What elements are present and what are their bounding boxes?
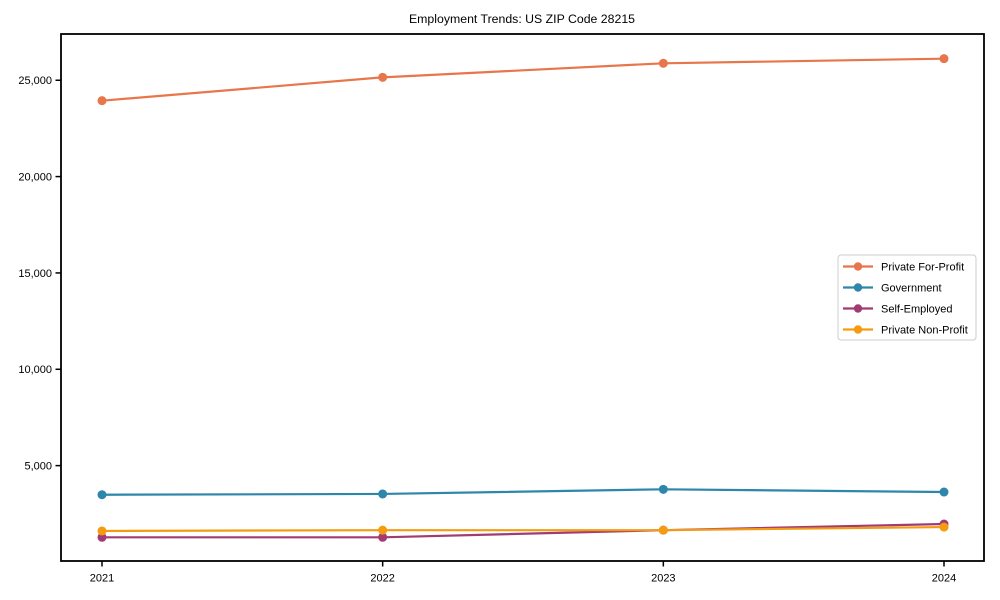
x-tick-label: 2021 [90,573,114,585]
y-tick-label: 5,000 [24,461,52,473]
series-line-government [100,488,946,496]
data-point-marker [658,58,668,68]
legend-sample-marker [853,304,863,313]
data-point-marker [378,525,388,535]
y-tick-label: 10,000 [18,364,52,376]
data-point-marker [97,490,107,500]
y-tick-label: 15,000 [18,268,52,280]
data-point-marker [939,487,949,497]
chart-title: Employment Trends: US ZIP Code 28215 [409,12,635,26]
data-point-marker [939,54,949,64]
y-tick-label: 20,000 [18,171,52,183]
data-point-marker [97,526,107,536]
legend-sample-marker [853,325,863,334]
data-point-marker [378,72,388,82]
axes-frame [60,33,985,562]
y-tick-label: 25,000 [18,75,52,87]
legend-label: Self-Employed [881,303,953,315]
series-line-self-employed [100,522,946,539]
data-point-marker [97,96,107,106]
legend-label: Government [881,282,942,294]
x-tick-label: 2022 [370,573,394,585]
legend: Private For-Profit Government Self-Employe… [837,254,977,341]
legend-label: Private For-Profit [881,261,964,273]
series-line-private-for-profit [100,57,946,102]
x-tick-label: 2023 [651,573,675,585]
legend-sample-marker [853,262,863,271]
data-point-marker [658,525,668,535]
x-tick-label: 2024 [932,573,956,585]
data-point-marker [939,522,949,532]
legend-box [837,254,977,341]
data-point-marker [378,532,388,542]
data-point-marker [658,484,668,494]
series-line-private-non-profit [100,525,946,533]
data-point-marker [378,489,388,499]
data-point-marker [97,532,107,542]
legend-label: Private Non-Profit [881,324,968,336]
legend-sample-marker [853,283,863,292]
